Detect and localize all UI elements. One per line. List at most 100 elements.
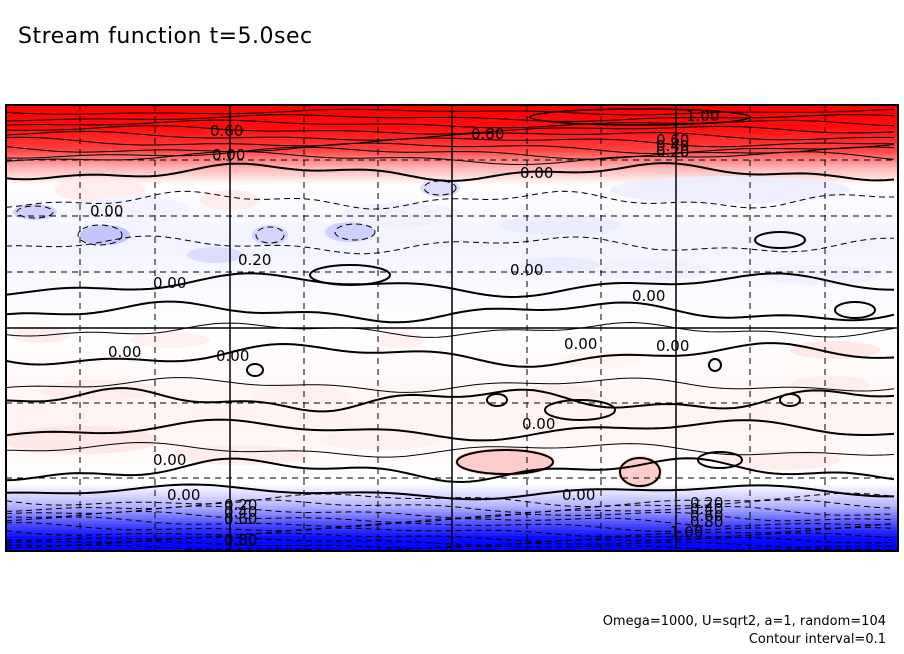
positive-contour xyxy=(6,300,895,324)
anomaly-patch xyxy=(187,247,243,263)
zero-closed-contour xyxy=(456,449,554,475)
contour-label: 0.00 xyxy=(212,146,245,164)
negative-closed-contour xyxy=(334,223,376,241)
zero-closed-contour xyxy=(754,231,806,249)
negative-contour xyxy=(6,235,895,255)
negative-contour xyxy=(6,505,895,519)
contour-label: 0.00 xyxy=(153,274,186,292)
negative-contour xyxy=(6,522,895,532)
anomaly-patch xyxy=(520,257,600,273)
anomaly-patch xyxy=(618,456,662,488)
anomaly-patch xyxy=(590,260,710,280)
zero-closed-contour xyxy=(834,301,876,319)
contour-label: 0.00 xyxy=(108,343,141,361)
anomaly-patch xyxy=(325,222,375,242)
contour-label: 0.00 xyxy=(90,202,123,220)
positive-contour xyxy=(6,125,895,135)
positive-contour xyxy=(6,418,895,442)
contour-interval-note: Contour interval=0.1 xyxy=(748,632,886,647)
zero-closed-contour xyxy=(619,457,661,487)
contour-label: 0.60 xyxy=(656,131,689,149)
contour-label: 1.00 xyxy=(670,523,703,541)
negative-contour xyxy=(6,190,895,210)
positive-contour xyxy=(6,108,895,116)
negative-contour xyxy=(6,492,895,508)
plot-frame xyxy=(5,104,899,552)
anomaly-patch xyxy=(13,204,57,220)
contour-label: 0.20 xyxy=(656,143,689,161)
contour-label: 0.60 xyxy=(690,507,723,525)
anomaly-patch xyxy=(10,327,70,343)
negative-closed-contour xyxy=(255,226,285,244)
anomaly-patch xyxy=(340,203,460,227)
positive-contour xyxy=(6,119,895,129)
negative-contour xyxy=(6,541,895,549)
positive-contour xyxy=(6,342,895,368)
positive-contour xyxy=(6,457,895,484)
contour-label: 0.80 xyxy=(690,513,723,531)
anomaly-patch xyxy=(790,341,880,359)
zero-closed-contour xyxy=(309,264,391,286)
anomaly-patch xyxy=(420,179,460,197)
contour-label: 0.00 xyxy=(656,337,689,355)
contour-label: 0.20 xyxy=(690,494,723,512)
zero-closed-contour xyxy=(697,451,743,469)
positive-contour xyxy=(6,377,895,393)
contour-lines xyxy=(6,108,895,551)
contour-label: 0.20 xyxy=(238,251,271,269)
anomaly-patch xyxy=(610,176,850,204)
contour-label: 0.00 xyxy=(522,415,555,433)
parameter-note: Omega=1000, U=sqrt2, a=1, random=104 xyxy=(602,614,886,629)
contour-label: 0.00 xyxy=(562,486,595,504)
positive-contour xyxy=(6,130,895,141)
negative-contour xyxy=(6,536,895,546)
contour-label: 0.40 xyxy=(224,503,257,521)
negative-contour xyxy=(6,527,895,537)
anomaly-patch xyxy=(55,178,145,202)
positive-contour xyxy=(6,272,895,299)
anomaly-patch xyxy=(790,376,870,394)
negative-closed-contour xyxy=(16,205,54,219)
positive-contour xyxy=(6,441,895,458)
contour-label: 0.60 xyxy=(210,122,243,140)
zero-closed-contour xyxy=(779,393,801,407)
positive-contour xyxy=(6,114,895,122)
anomaly-patch xyxy=(252,225,288,245)
zero-closed-contour xyxy=(544,399,616,421)
contour-label: 0.00 xyxy=(167,486,200,504)
positive-contour xyxy=(6,321,895,338)
negative-contour xyxy=(6,532,895,542)
anomaly-patch xyxy=(760,265,880,285)
anomaly-patch xyxy=(320,430,440,450)
contour-label: 1.00 xyxy=(686,107,719,125)
zero-closed-contour xyxy=(486,393,508,407)
negative-closed-contour xyxy=(77,224,123,246)
contour-label: 0.00 xyxy=(510,261,543,279)
contour-labels: 0.600.801.000.600.400.200.000.000.000.20… xyxy=(90,107,723,549)
contour-label: 0.80 xyxy=(471,125,504,143)
negative-closed-contour xyxy=(423,180,457,196)
negative-contour xyxy=(6,499,895,513)
contour-label: 0.00 xyxy=(153,451,186,469)
positive-contour xyxy=(6,142,895,155)
contour-label: 0.00 xyxy=(632,287,665,305)
anomaly-patch xyxy=(500,215,620,235)
anomaly-patch xyxy=(170,445,310,465)
contour-label: 0.40 xyxy=(690,500,723,518)
contour-label: 0.40 xyxy=(656,137,689,155)
anomaly-patch xyxy=(80,225,130,245)
contour-label: 0.80 xyxy=(224,531,257,549)
chart-title: Stream function t=5.0sec xyxy=(18,24,313,49)
anomaly-patch xyxy=(250,385,350,405)
positive-contour xyxy=(6,136,895,148)
grid xyxy=(6,105,898,551)
contour-label: 0.00 xyxy=(564,335,597,353)
anomaly-patch xyxy=(560,352,640,368)
contour-label: 0.00 xyxy=(216,347,249,365)
positive-contour xyxy=(6,146,895,160)
contour-label: 0.00 xyxy=(520,164,553,182)
zero-closed-contour xyxy=(246,363,264,377)
negative-contour xyxy=(6,516,895,528)
contour-label: 0.20 xyxy=(224,496,257,514)
